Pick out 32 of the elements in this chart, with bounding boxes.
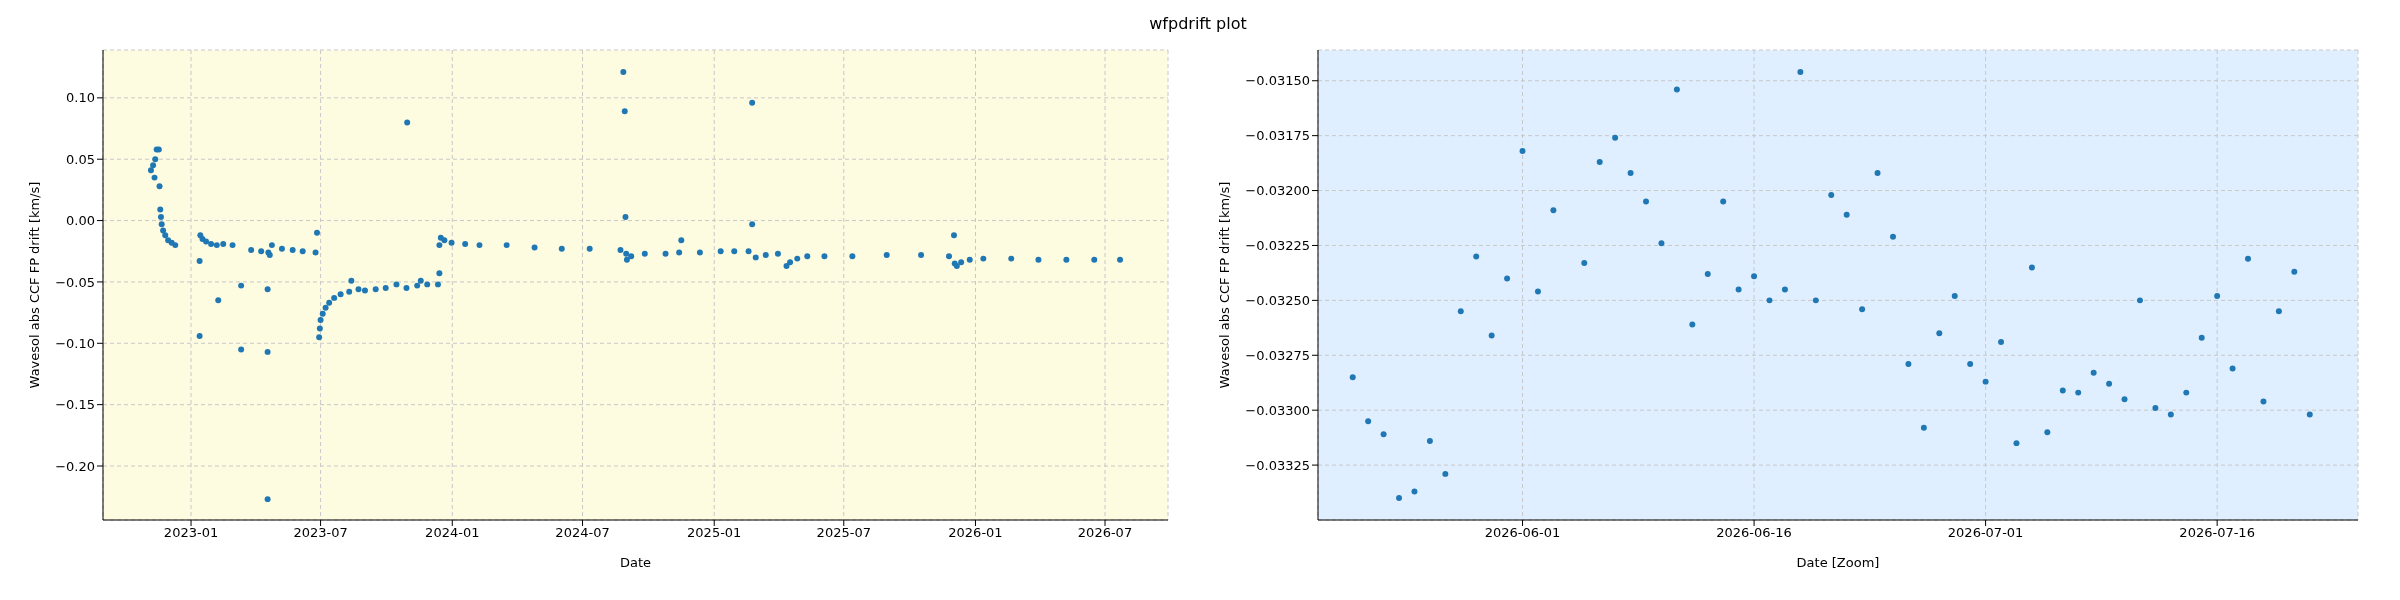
y-axis-title: Wavesol abs CCF FP drift [km/s] [1216, 181, 1232, 389]
chart-title: wfpdrift plot [1148, 13, 1248, 35]
x-tick-label: 2026-07 [1077, 525, 1133, 541]
y-tick-label: −0.05 [55, 274, 95, 290]
y-tick-label: 0.00 [66, 213, 95, 229]
y-tick-label: −0.03175 [1245, 128, 1310, 144]
y-tick-label: −0.15 [55, 397, 95, 413]
x-tick-label: 2026-06-16 [1716, 525, 1792, 541]
y-tick-label: −0.10 [55, 335, 95, 351]
x-tick-label: 2026-07-01 [1947, 525, 2024, 541]
y-tick-label: 0.05 [66, 151, 95, 167]
x-tick-label: 2026-06-01 [1484, 525, 1561, 541]
x-tick-label: 2026-01 [948, 525, 1003, 541]
x-tick-label: 2025-01 [687, 525, 742, 541]
y-tick-label: −0.03275 [1245, 347, 1310, 363]
y-tick-label: −0.03225 [1245, 238, 1310, 254]
y-tick-label: −0.03325 [1245, 457, 1310, 473]
x-tick-label: 2024-01 [425, 525, 480, 541]
y-tick-label: −0.03200 [1245, 183, 1310, 199]
y-tick-label: −0.20 [55, 458, 95, 474]
y-tick-label: −0.03250 [1245, 292, 1310, 308]
x-tick-label: 2023-07 [293, 525, 348, 541]
y-tick-label: −0.03300 [1245, 402, 1310, 418]
x-tick-label: 2026-07-16 [2179, 525, 2255, 541]
y-axis-title: Wavesol abs CCF FP drift [km/s] [26, 181, 42, 389]
y-tick-label: 0.10 [66, 90, 95, 106]
x-tick-label: 2023-01 [163, 525, 219, 541]
x-axis-title: Date [Zoom] [1796, 555, 1880, 571]
x-axis-title: Date [619, 555, 652, 571]
y-tick-label: −0.03150 [1245, 73, 1310, 89]
x-tick-label: 2024-07 [555, 525, 610, 541]
x-tick-label: 2025-07 [816, 525, 871, 541]
